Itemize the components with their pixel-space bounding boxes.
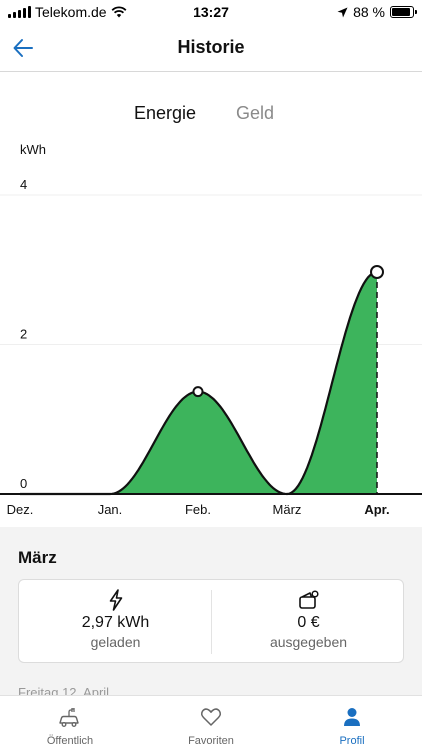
y-tick-label: 2 — [20, 327, 27, 342]
lightning-icon — [109, 589, 122, 611]
x-tick-label: Jan. — [98, 502, 123, 517]
car-plug-icon — [59, 708, 79, 727]
y-axis-label: kWh — [20, 142, 46, 157]
energy-value: 2,97 kWh — [81, 614, 150, 631]
x-tick-label: Apr. — [364, 502, 389, 517]
battery-percent: 88 % — [353, 4, 385, 20]
money-stat: 0 € ausgegeben — [212, 580, 405, 664]
tab-profile-label: Profil — [339, 735, 365, 747]
wallet-icon — [298, 590, 319, 609]
month-title: März — [18, 548, 57, 567]
signal-icon — [8, 6, 31, 18]
energy-stat: 2,97 kWh geladen — [19, 580, 212, 664]
money-label: ausgegeben — [269, 634, 348, 650]
month-summary: März 2,97 kWh geladen 0 € ausgegeben — [0, 527, 422, 700]
tab-public[interactable]: Öffentlich — [0, 696, 140, 750]
tab-public-label: Öffentlich — [46, 735, 94, 747]
x-tick-label: Dez. — [7, 502, 34, 517]
status-left: Telekom.de — [8, 4, 127, 20]
energy-label: geladen — [90, 634, 141, 650]
battery-fill — [392, 8, 410, 16]
tab-favorites-label: Favoriten — [188, 735, 234, 747]
back-button[interactable] — [10, 34, 38, 62]
money-value: 0 € — [297, 614, 320, 631]
y-tick-label: 4 — [20, 177, 27, 192]
battery-icon — [390, 6, 417, 18]
tab-bar: Öffentlich Favoriten Profil — [0, 695, 422, 750]
status-bar: Telekom.de 13:27 88 % — [0, 0, 422, 24]
location-arrow-icon — [337, 7, 348, 17]
segment-control: Energie Geld — [0, 103, 422, 125]
nav-bar: Historie — [0, 24, 422, 72]
heart-icon — [200, 708, 222, 726]
tab-energy[interactable]: Energie — [134, 103, 197, 123]
tab-favorites[interactable]: Favoriten — [141, 696, 281, 750]
status-time: 13:27 — [193, 4, 229, 20]
x-tick-label: März — [273, 502, 302, 517]
stats-card: 2,97 kWh geladen 0 € ausgegeben — [18, 579, 404, 663]
person-icon — [344, 708, 360, 726]
chart-svg: kWh 0 2 4 Dez. Jan. Feb. März Apr. — [0, 142, 422, 517]
data-point — [370, 264, 384, 279]
stat-divider — [211, 590, 212, 654]
tab-profile[interactable]: Profil — [282, 696, 422, 750]
series-area — [20, 272, 377, 494]
data-point — [192, 386, 204, 398]
status-right: 88 % — [337, 4, 417, 20]
y-tick-label: 0 — [20, 476, 27, 491]
x-tick-label: Feb. — [185, 502, 211, 517]
page-title: Historie — [177, 37, 245, 57]
energy-chart: kWh 0 2 4 Dez. Jan. Feb. März Apr. — [0, 140, 422, 525]
carrier-name: Telekom.de — [35, 4, 107, 20]
tab-money[interactable]: Geld — [236, 103, 275, 123]
arrow-left-icon — [13, 39, 33, 57]
wifi-icon — [111, 6, 127, 18]
